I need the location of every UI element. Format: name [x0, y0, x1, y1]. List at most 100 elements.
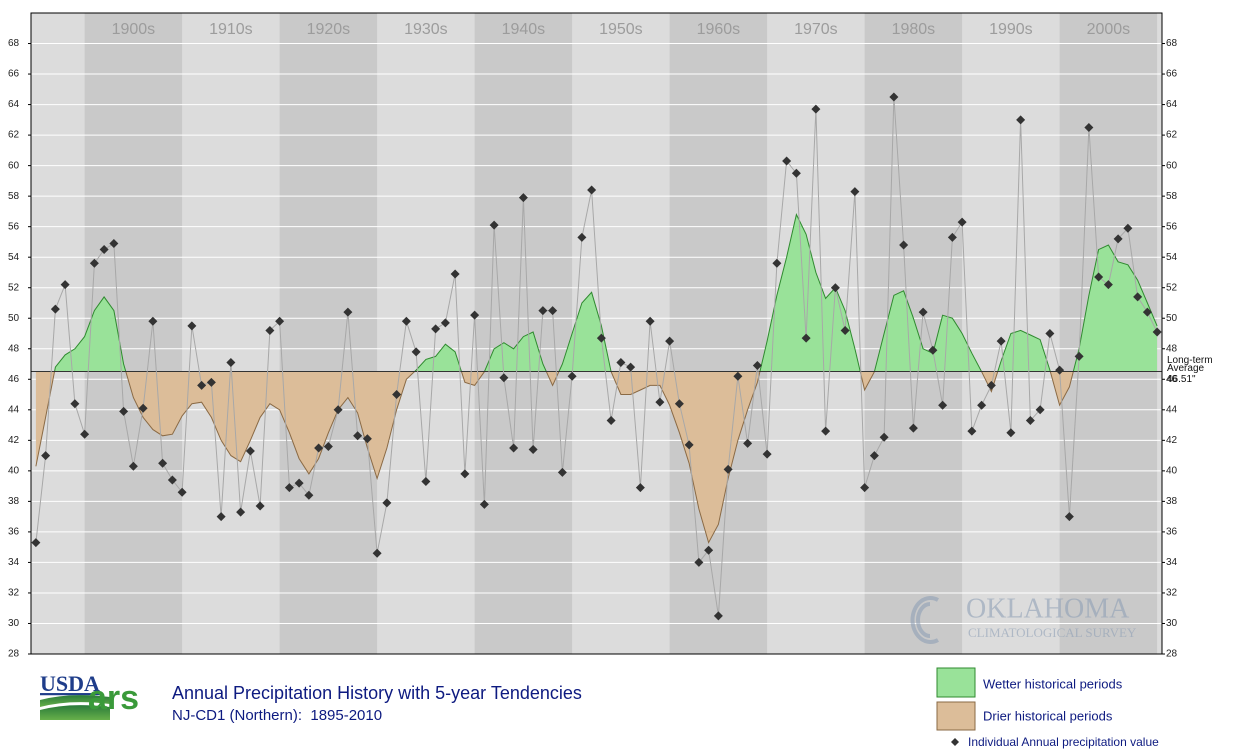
annual-point	[60, 280, 70, 290]
y-tick-label: 42	[8, 435, 20, 446]
annual-point	[743, 438, 753, 448]
usda-swoosh	[40, 695, 110, 707]
y-tick-label: 30	[8, 618, 20, 629]
annual-point	[275, 316, 285, 326]
usda-swoosh	[40, 705, 110, 720]
y-tick-label: 64	[8, 99, 20, 110]
annual-point	[216, 512, 226, 522]
y2-tick-label: 60	[1166, 160, 1178, 171]
decade-label: 1900s	[112, 21, 156, 38]
y2-tick-label: 38	[1166, 496, 1178, 507]
watermark-text: CLIMATOLOGICAL SURVEY	[968, 625, 1137, 640]
chart-title: Annual Precipitation History with 5-year…	[172, 683, 582, 703]
decade-label: 1910s	[209, 21, 253, 38]
y-tick-label: 68	[8, 38, 20, 49]
annual-point	[1025, 415, 1035, 425]
annual-point	[177, 487, 187, 497]
y2-tick-label: 46	[1166, 374, 1178, 385]
annual-point	[450, 269, 460, 279]
annual-point	[1074, 351, 1084, 361]
annual-point	[567, 371, 577, 381]
y2-tick-label: 68	[1166, 38, 1178, 49]
annual-point	[772, 258, 782, 268]
decade-label: 1950s	[599, 21, 643, 38]
annual-point	[791, 168, 801, 178]
annual-point	[713, 611, 723, 621]
legend-label: Drier historical periods	[983, 708, 1113, 723]
y-tick-label: 32	[8, 588, 20, 599]
annual-point	[528, 444, 538, 454]
y-tick-label: 56	[8, 221, 20, 232]
y2-tick-label: 44	[1166, 404, 1178, 415]
average-label: Average	[1167, 363, 1205, 374]
annual-point	[899, 240, 909, 250]
y2-tick-label: 58	[1166, 191, 1178, 202]
annual-point	[70, 399, 80, 409]
y-tick-label: 54	[8, 252, 20, 263]
annual-point	[421, 477, 431, 487]
annual-point	[479, 499, 489, 509]
annual-point	[1035, 405, 1045, 415]
annual-point	[635, 483, 645, 493]
annual-point	[548, 306, 558, 316]
annual-point	[353, 431, 363, 441]
annual-point	[645, 316, 655, 326]
y2-tick-label: 30	[1166, 618, 1178, 629]
y2-tick-label: 36	[1166, 527, 1178, 538]
y-tick-label: 44	[8, 404, 20, 415]
usda-text: USDA	[40, 671, 100, 696]
annual-point	[782, 156, 792, 166]
annual-point	[440, 318, 450, 328]
annual-point	[723, 464, 733, 474]
y-tick-label: 66	[8, 69, 20, 80]
annual-point	[538, 306, 548, 316]
legend-swatch	[936, 701, 976, 731]
y2-tick-label: 32	[1166, 588, 1178, 599]
annual-point	[1084, 122, 1094, 132]
annual-point	[587, 185, 597, 195]
annual-point	[1133, 292, 1143, 302]
annual-point	[206, 377, 216, 387]
annual-point	[245, 446, 255, 456]
annual-point	[801, 333, 811, 343]
annual-point	[226, 357, 236, 367]
y-tick-label: 34	[8, 557, 20, 568]
annual-point	[362, 434, 372, 444]
annual-point	[50, 304, 60, 314]
y2-tick-label: 28	[1166, 649, 1178, 660]
y2-tick-label: 50	[1166, 313, 1178, 324]
annual-point	[509, 443, 519, 453]
annual-point	[401, 316, 411, 326]
decade-label: 1940s	[502, 21, 546, 38]
annual-point	[830, 283, 840, 293]
decade-label: 1960s	[697, 21, 741, 38]
annual-point	[928, 345, 938, 355]
annual-point	[869, 451, 879, 461]
y2-tick-label: 64	[1166, 99, 1178, 110]
dry-area	[35, 371, 1074, 543]
y-tick-label: 40	[8, 465, 20, 476]
annual-point	[655, 397, 665, 407]
decade-label: 1920s	[307, 21, 351, 38]
y-tick-label: 62	[8, 130, 20, 141]
annual-point	[80, 429, 90, 439]
annual-point	[704, 545, 714, 555]
annual-point	[197, 380, 207, 390]
annual-point	[460, 469, 470, 479]
usda-logo: USDA	[40, 671, 110, 720]
decade-band	[279, 13, 378, 654]
y-tick-label: 58	[8, 191, 20, 202]
annual-point	[518, 193, 528, 203]
y-tick-label: 52	[8, 282, 20, 293]
annual-point	[167, 475, 177, 485]
legend-marker	[951, 738, 959, 746]
annual-point	[236, 507, 246, 517]
annual-point	[752, 361, 762, 371]
annual-point	[733, 371, 743, 381]
annual-point	[840, 325, 850, 335]
y-tick-label: 50	[8, 313, 20, 324]
annual-point	[860, 483, 870, 493]
annual-point	[314, 443, 324, 453]
decade-label: 1970s	[794, 21, 838, 38]
